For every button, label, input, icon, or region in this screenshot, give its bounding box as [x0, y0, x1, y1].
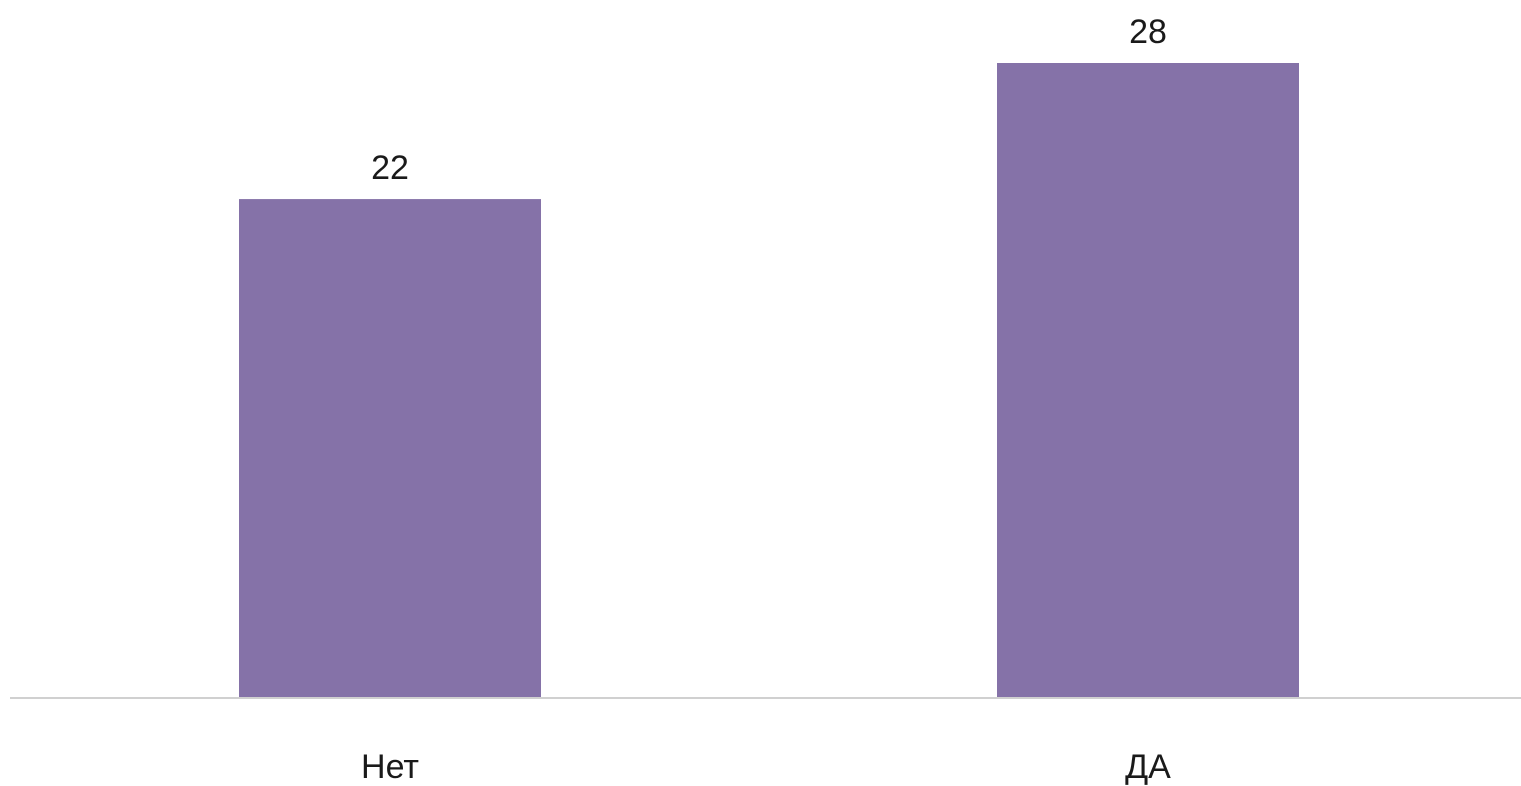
x-tick-label-2: ДА	[1125, 748, 1171, 786]
data-label-1: 22	[371, 149, 409, 187]
x-tick-labels-group: Нет ДА	[361, 748, 1171, 786]
data-labels-group: 22 28	[371, 13, 1167, 187]
bars-group	[239, 63, 1299, 699]
bar-2	[997, 63, 1299, 698]
x-tick-label-1: Нет	[361, 748, 419, 786]
data-label-2: 28	[1129, 13, 1167, 51]
bar-1	[239, 199, 541, 699]
